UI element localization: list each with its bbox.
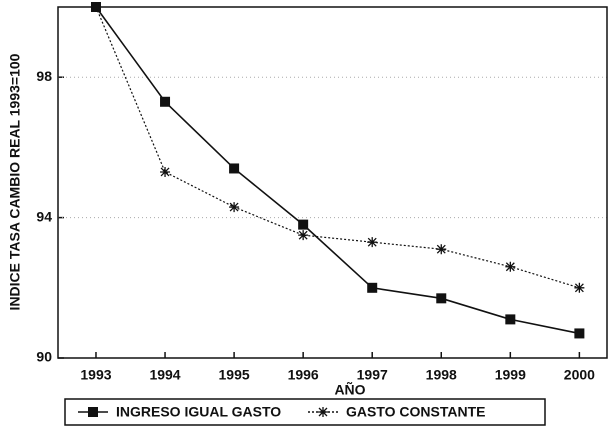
marker: [298, 230, 309, 241]
marker: [367, 237, 378, 248]
marker: [436, 293, 447, 304]
y-tick-label: 98: [36, 68, 52, 84]
legend-marker: [88, 407, 98, 417]
x-tick-label: 1999: [495, 367, 526, 383]
marker: [229, 202, 240, 213]
x-tick-label: 1994: [149, 367, 180, 383]
x-tick-label: 1993: [80, 367, 111, 383]
marker: [160, 96, 171, 107]
legend-marker: [318, 407, 328, 417]
series-line: [95, 6, 580, 289]
x-axis-title: AÑO: [334, 381, 365, 398]
series-line: [95, 6, 580, 335]
x-tick-label: 1998: [426, 367, 457, 383]
marker: [505, 261, 516, 272]
marker: [160, 166, 171, 177]
marker: [229, 163, 240, 174]
x-tick-label: 1997: [357, 367, 388, 383]
legend-label: GASTO CONSTANTE: [346, 404, 486, 420]
y-tick-label: 94: [36, 208, 52, 224]
plot-frame: [57, 6, 608, 359]
y-tick-label: 90: [36, 349, 52, 365]
marker: [574, 328, 585, 339]
x-tick-label: 2000: [564, 367, 595, 383]
marker: [90, 2, 101, 12]
marker: [436, 244, 447, 255]
x-tick-label: 1995: [219, 367, 250, 383]
y-axis-title: INDICE TASA CAMBIO REAL 1993=100: [7, 53, 23, 310]
marker: [367, 282, 378, 293]
legend-box: [64, 398, 546, 426]
marker: [298, 219, 309, 230]
x-tick-label: 1996: [288, 367, 319, 383]
marker: [574, 282, 585, 293]
legend-label: INGRESO IGUAL GASTO: [116, 404, 281, 420]
marker: [505, 314, 516, 325]
